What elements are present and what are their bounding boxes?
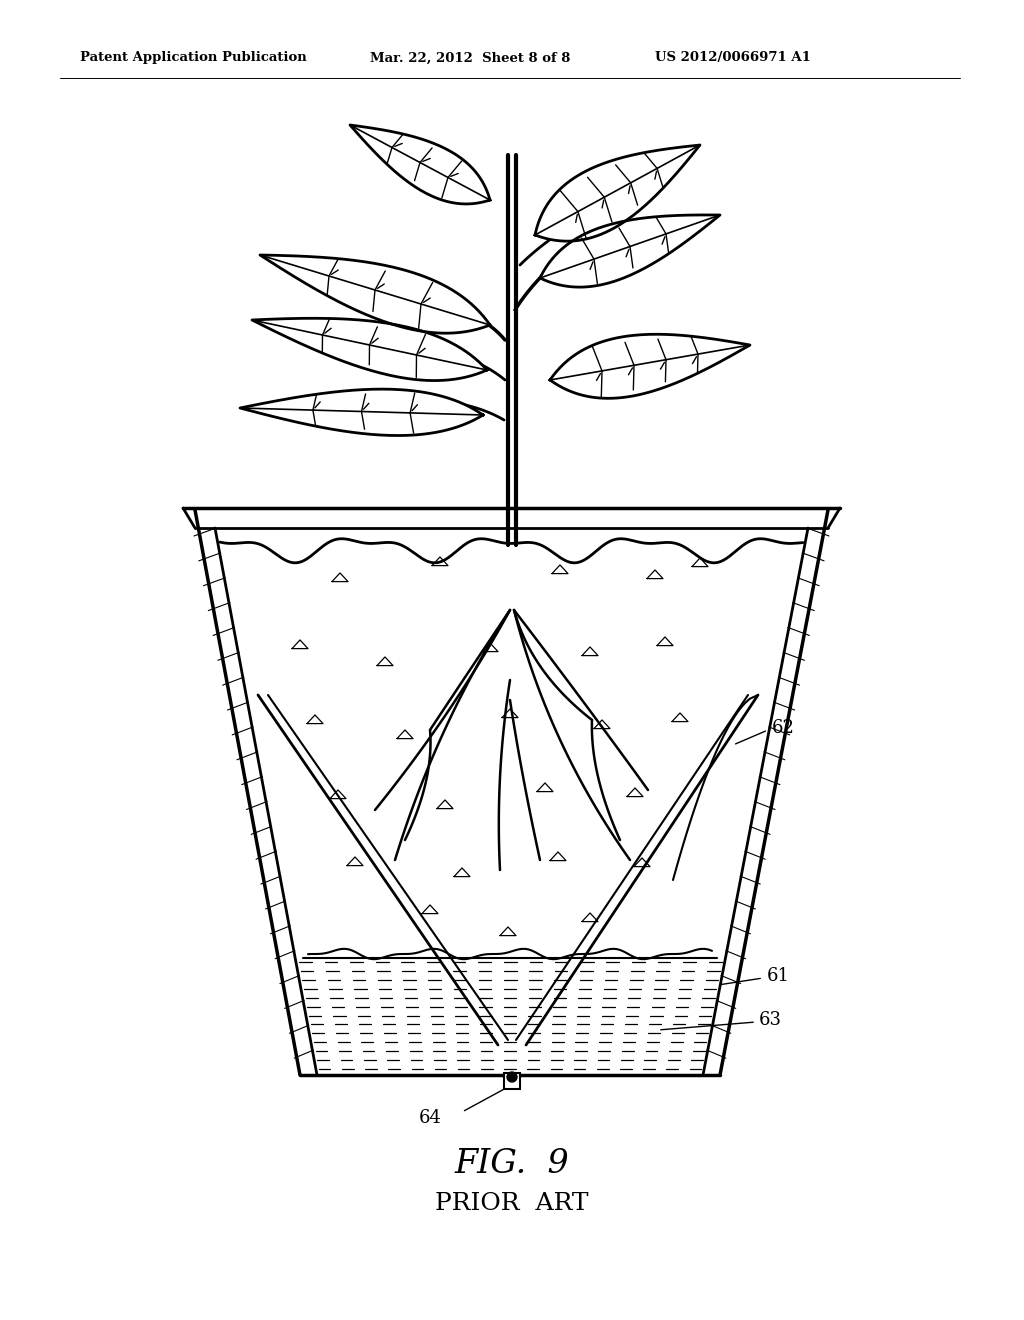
Polygon shape xyxy=(252,318,487,380)
Polygon shape xyxy=(535,145,700,242)
Text: PRIOR  ART: PRIOR ART xyxy=(435,1192,589,1214)
Polygon shape xyxy=(350,125,490,205)
Text: 61: 61 xyxy=(767,968,790,985)
Text: Patent Application Publication: Patent Application Publication xyxy=(80,51,307,65)
Polygon shape xyxy=(240,389,483,436)
Text: 63: 63 xyxy=(759,1011,782,1030)
Polygon shape xyxy=(540,215,720,288)
Circle shape xyxy=(507,1072,517,1082)
Polygon shape xyxy=(550,334,750,399)
Text: 62: 62 xyxy=(772,719,795,737)
Bar xyxy=(504,1073,520,1089)
Text: FIG.  9: FIG. 9 xyxy=(455,1148,569,1180)
Polygon shape xyxy=(260,255,490,333)
Text: Mar. 22, 2012  Sheet 8 of 8: Mar. 22, 2012 Sheet 8 of 8 xyxy=(370,51,570,65)
Text: US 2012/0066971 A1: US 2012/0066971 A1 xyxy=(655,51,811,65)
Text: 64: 64 xyxy=(419,1109,441,1127)
